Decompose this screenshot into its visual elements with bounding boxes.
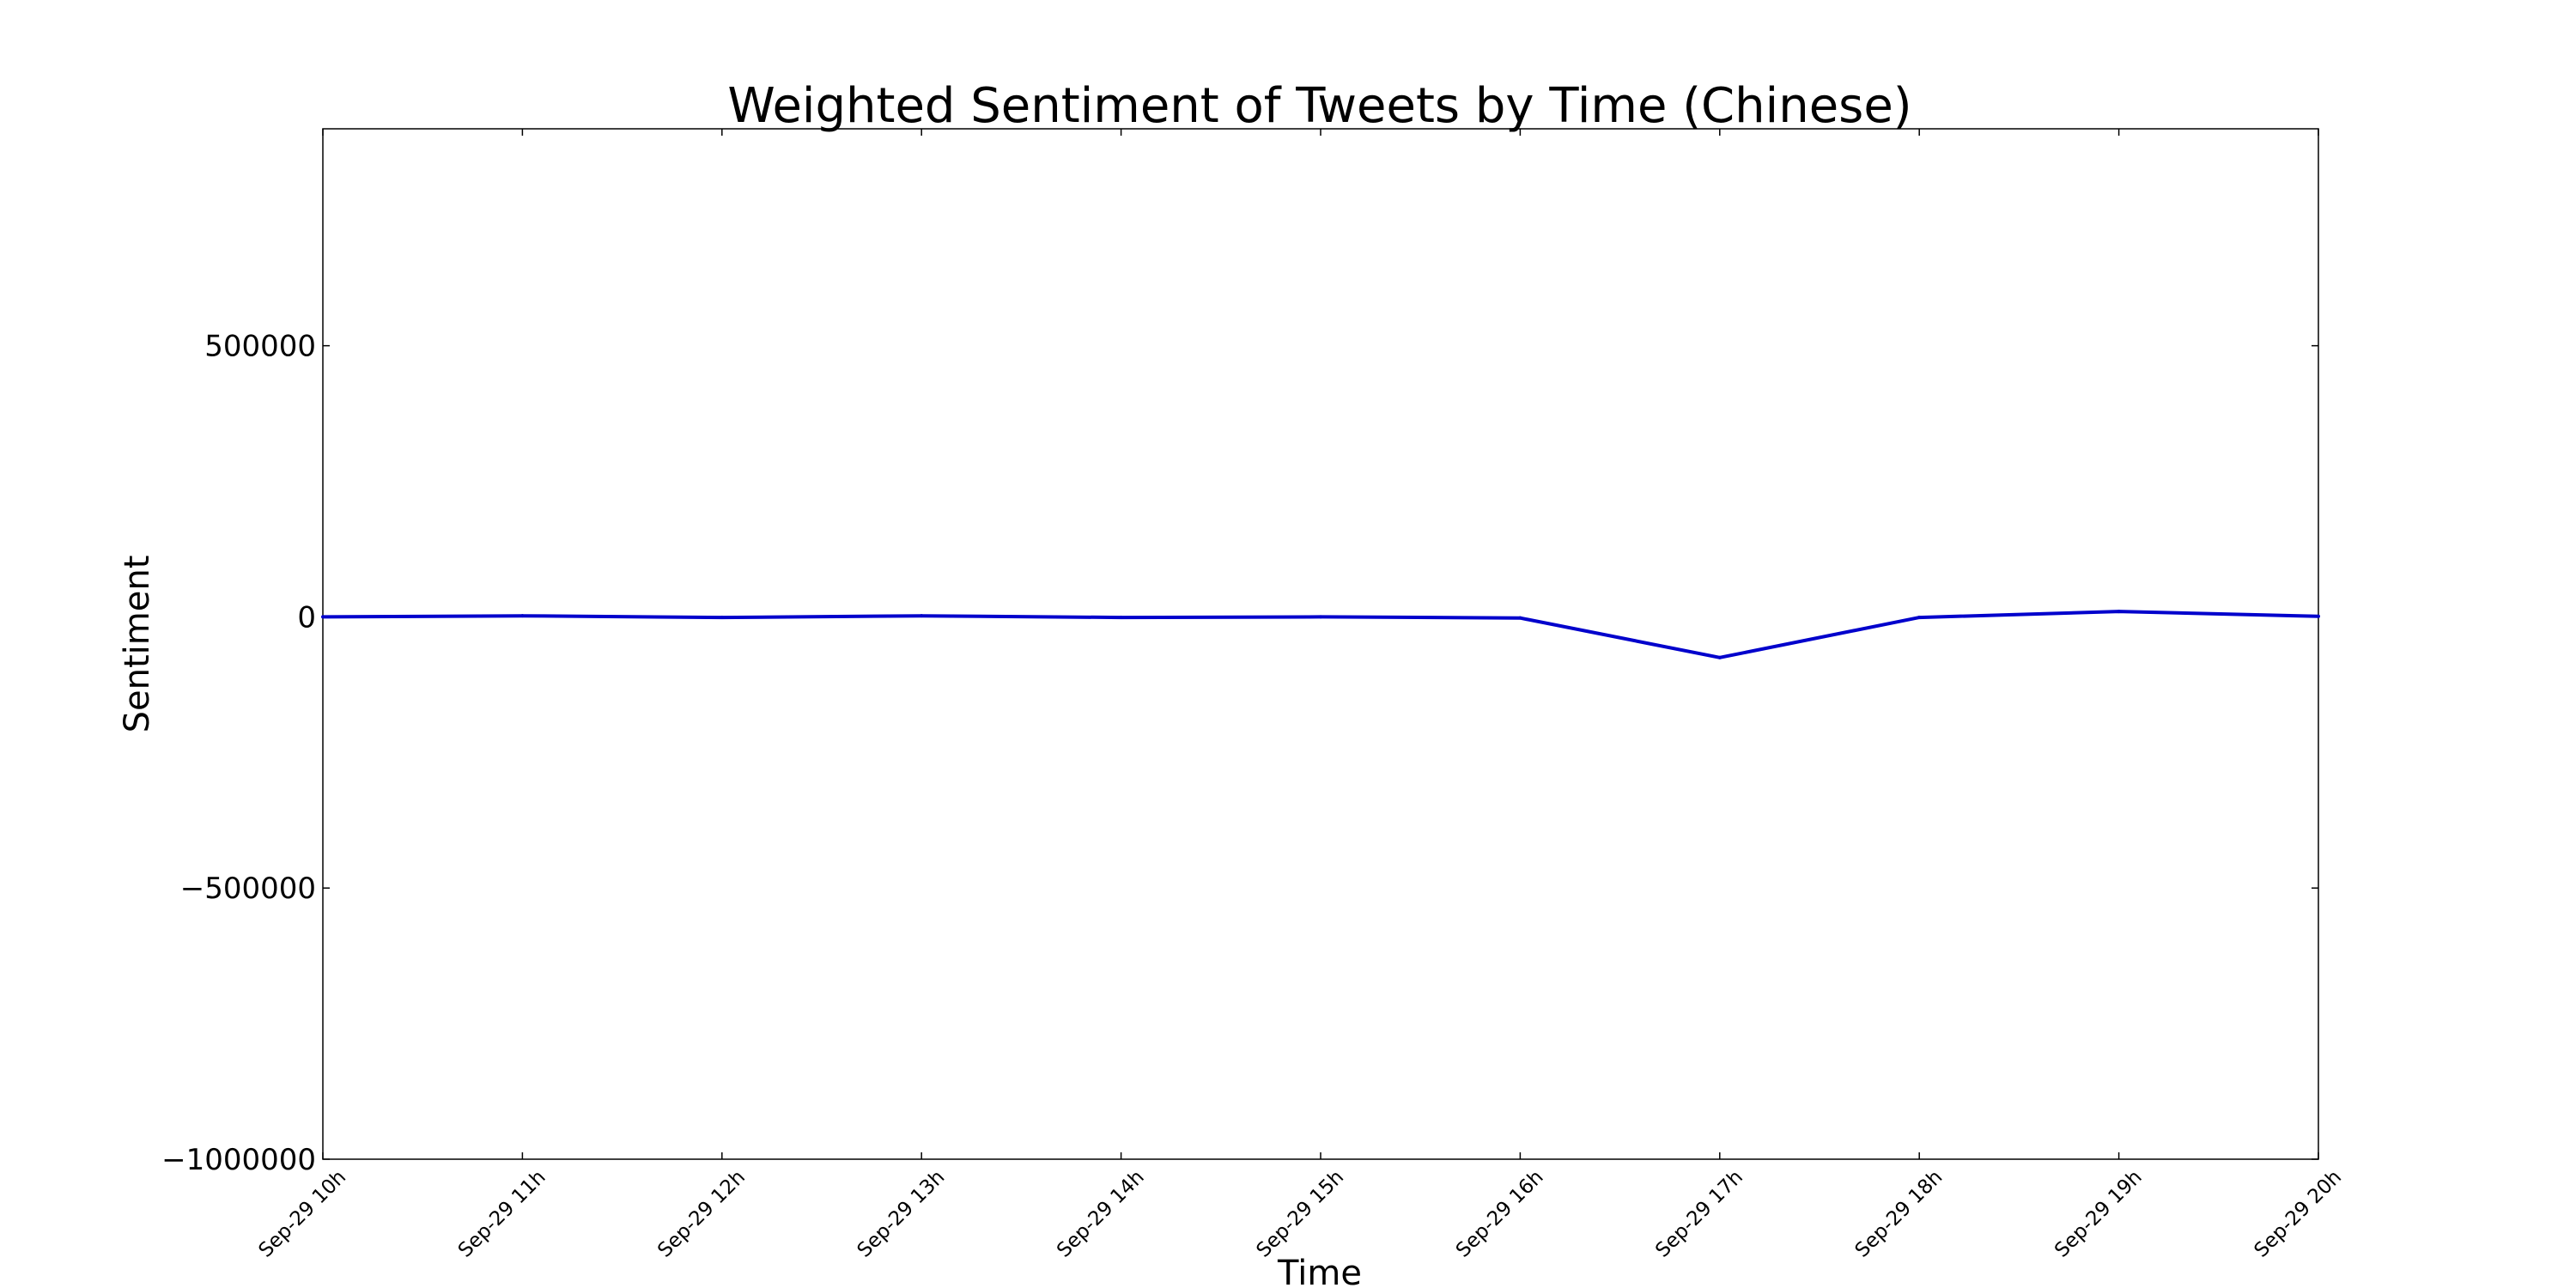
plot-frame: [322, 128, 2319, 1160]
data-point: [1518, 616, 1522, 620]
y-axis-label: Sentiment: [118, 556, 157, 733]
y-tick-label: −1000000: [161, 1143, 316, 1177]
data-point: [1319, 615, 1322, 619]
x-tick-label: Sep-29 14h: [1053, 1166, 1149, 1262]
x-tick-label: Sep-29 20h: [2250, 1166, 2346, 1262]
y-tick-label: 0: [297, 600, 316, 635]
y-tick-label: 500000: [204, 330, 316, 364]
data-point: [920, 614, 924, 618]
x-tick-label: Sep-29 19h: [2050, 1166, 2147, 1262]
data-point: [2317, 614, 2320, 618]
data-point: [1119, 616, 1123, 620]
x-tick-label: Sep-29 16h: [1452, 1166, 1548, 1262]
data-point: [2117, 610, 2121, 614]
x-axis-label: Time: [1277, 1254, 1362, 1288]
x-tick-label: Sep-29 10h: [254, 1166, 350, 1262]
x-tick-label: Sep-29 18h: [1851, 1166, 1947, 1262]
x-tick-label: Sep-29 17h: [1651, 1166, 1747, 1262]
data-point: [321, 615, 325, 619]
x-tick-label: Sep-29 15h: [1252, 1166, 1348, 1262]
data-point: [520, 614, 525, 618]
x-tick-label: Sep-29 11h: [454, 1166, 550, 1262]
data-point: [720, 616, 724, 620]
chart-title: Weighted Sentiment of Tweets by Time (Ch…: [727, 78, 1911, 134]
data-point: [1717, 655, 1722, 659]
x-tick-label: Sep-29 13h: [854, 1166, 950, 1262]
y-tick-label: −500000: [180, 872, 316, 906]
x-tick-label: Sep-29 12h: [653, 1166, 750, 1262]
data-point: [1917, 616, 1922, 620]
